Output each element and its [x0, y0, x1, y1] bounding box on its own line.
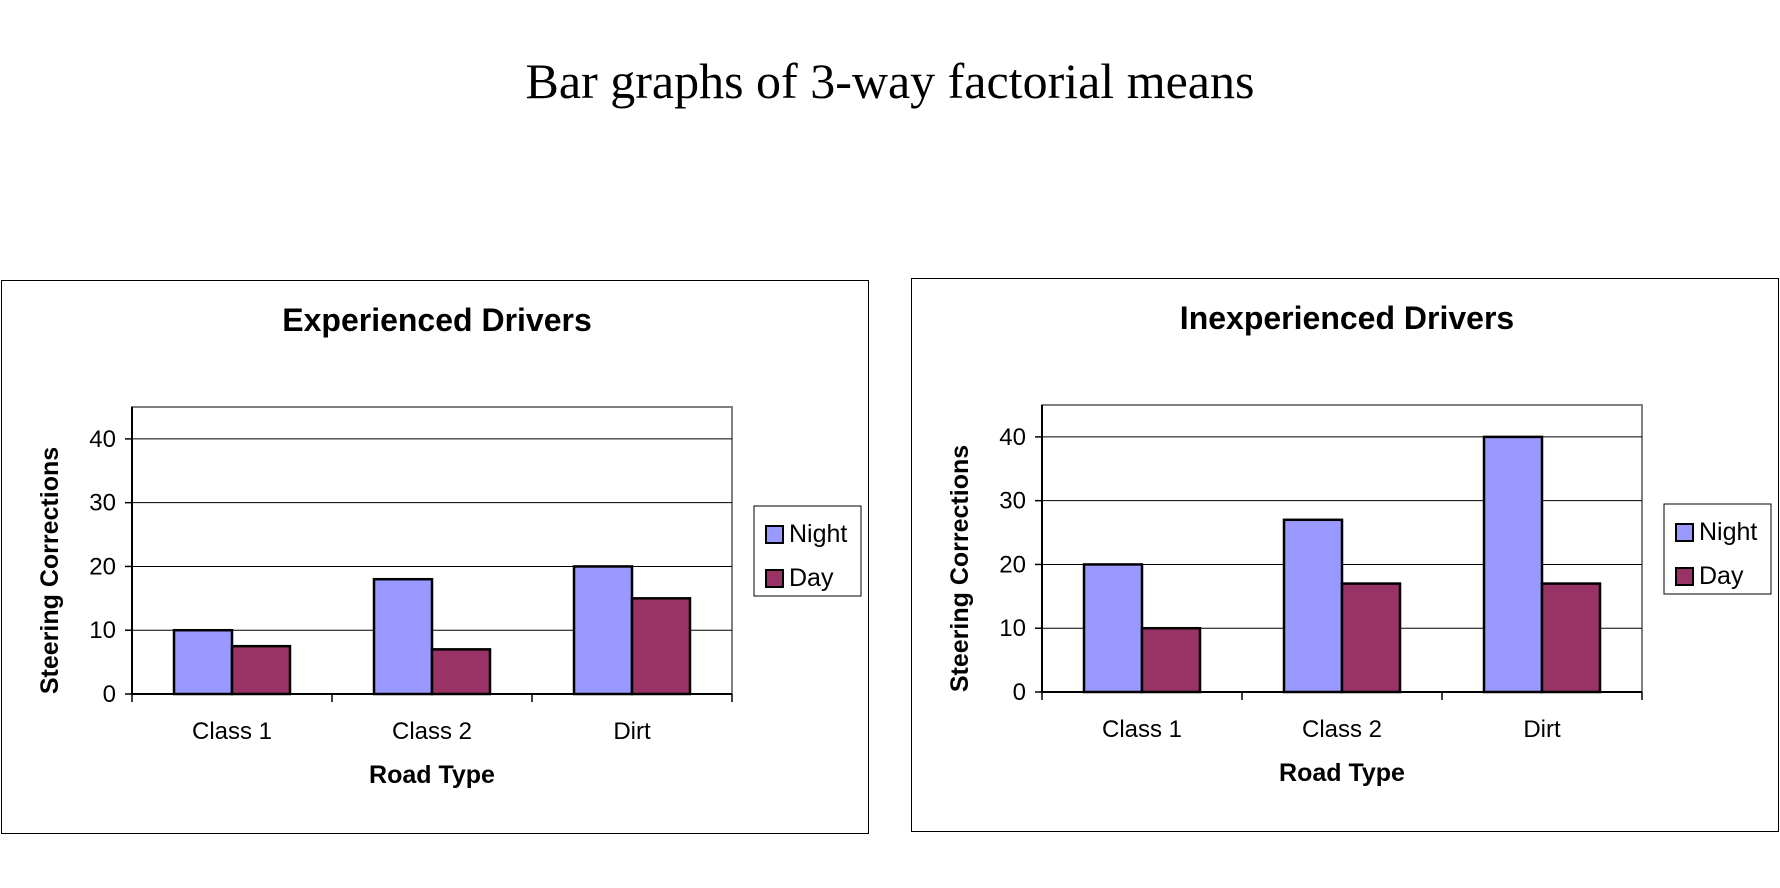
y-tick-label: 20 [999, 551, 1026, 578]
bar-day-class-1 [230, 644, 292, 696]
legend-swatch-day [765, 569, 784, 588]
bar-day-dirt [630, 597, 692, 696]
y-tick-label: 0 [103, 681, 116, 708]
x-tick-label: Class 2 [392, 718, 472, 745]
legend-swatch-night [1675, 523, 1694, 542]
y-tick-label: 10 [89, 617, 116, 644]
chart-svg-experienced: Experienced Drivers 0 10 20 30 40 Class 1 Class… [36, 302, 862, 789]
legend-label-day: Day [789, 564, 834, 592]
bar-night-class-2 [1282, 518, 1344, 694]
legend-label-night: Night [1699, 518, 1757, 546]
chart-experienced-drivers: Experienced Drivers 0 10 20 30 40 Class 1 Class… [1, 280, 869, 834]
chart-title: Inexperienced Drivers [1180, 300, 1514, 336]
bar-night-class-2 [372, 577, 434, 696]
bar-night-class-1 [172, 628, 234, 696]
chart-title: Experienced Drivers [282, 302, 592, 338]
x-tick-label: Class 2 [1302, 716, 1382, 743]
y-tick-label: 20 [89, 553, 116, 580]
y-axis-title: Steering Corrections [946, 445, 974, 692]
y-tick-label: 30 [89, 490, 116, 517]
bar-day-dirt [1540, 582, 1602, 694]
bar-day-class-2 [430, 648, 492, 696]
bar-night-class-1 [1082, 563, 1144, 694]
bar-day-class-2 [1340, 582, 1402, 694]
x-tick-label: Class 1 [192, 718, 272, 745]
y-axis-title: Steering Corrections [36, 447, 64, 694]
x-tick-label: Dirt [613, 718, 651, 745]
x-axis-title: Road Type [369, 761, 495, 789]
bar-day-class-1 [1140, 626, 1202, 694]
chart-svg-inexperienced: Inexperienced Drivers 0 10 20 30 40 Class 1 Cla… [946, 300, 1772, 787]
legend-swatch-day [1675, 567, 1694, 586]
legend-label-day: Day [1699, 562, 1744, 590]
y-tick-label: 10 [999, 615, 1026, 642]
y-tick-label: 30 [999, 488, 1026, 515]
bar-night-dirt [572, 565, 634, 696]
x-tick-label: Dirt [1523, 716, 1561, 743]
x-axis-title: Road Type [1279, 759, 1405, 787]
bar-night-dirt [1482, 435, 1544, 694]
y-tick-label: 40 [89, 426, 116, 453]
legend-swatch-night [765, 525, 784, 544]
legend-label-night: Night [789, 520, 847, 548]
x-tick-label: Class 1 [1102, 716, 1182, 743]
chart-inexperienced-drivers: Inexperienced Drivers 0 10 20 30 40 Class 1 Cla… [911, 278, 1779, 832]
y-tick-label: 40 [999, 424, 1026, 451]
y-tick-label: 0 [1013, 679, 1026, 706]
page-title: Bar graphs of 3-way factorial means [525, 53, 1255, 109]
